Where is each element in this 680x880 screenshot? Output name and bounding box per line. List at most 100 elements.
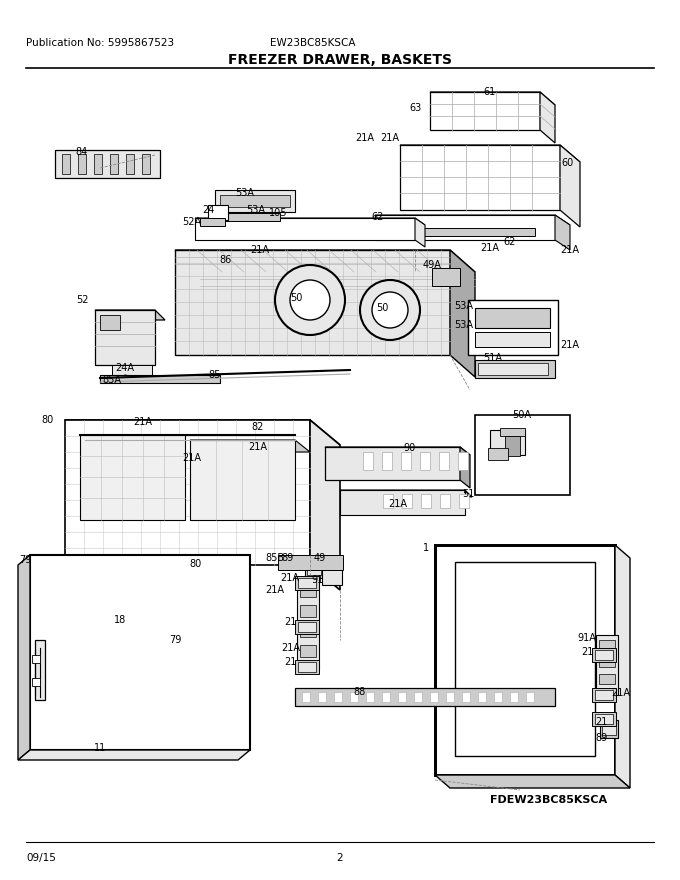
Polygon shape — [175, 250, 450, 355]
Bar — [318, 692, 326, 702]
Bar — [32, 678, 40, 686]
Bar — [324, 560, 340, 570]
Bar — [220, 213, 280, 221]
Bar — [488, 448, 508, 460]
Text: 21A: 21A — [356, 133, 375, 143]
Text: 52: 52 — [75, 295, 88, 305]
Text: 21: 21 — [595, 717, 607, 727]
Bar — [298, 662, 316, 672]
Text: 21A: 21A — [282, 643, 301, 653]
Text: 21A: 21A — [560, 340, 579, 350]
Text: 53A: 53A — [246, 205, 265, 215]
Bar — [112, 365, 152, 380]
Text: 91: 91 — [312, 575, 324, 585]
Text: 21A: 21A — [182, 453, 201, 463]
Text: 21A: 21A — [481, 243, 500, 253]
Text: 1: 1 — [423, 543, 429, 553]
Bar — [220, 195, 290, 207]
Polygon shape — [560, 145, 580, 227]
Polygon shape — [80, 435, 185, 520]
Bar — [297, 580, 319, 670]
Bar — [295, 620, 319, 634]
Bar — [142, 154, 150, 174]
Text: 24A: 24A — [116, 363, 135, 373]
Bar — [526, 692, 534, 702]
Bar — [30, 555, 250, 750]
Polygon shape — [450, 250, 475, 377]
Bar — [595, 650, 613, 660]
Bar — [430, 692, 438, 702]
Bar — [302, 692, 310, 702]
Bar — [307, 563, 321, 575]
Bar — [55, 150, 160, 178]
Bar — [215, 190, 295, 212]
Text: 2: 2 — [337, 853, 343, 863]
Bar — [78, 154, 86, 174]
Bar — [126, 154, 134, 174]
Bar — [455, 562, 595, 756]
Text: Publication No: 5995867523: Publication No: 5995867523 — [26, 38, 174, 48]
Text: 21A: 21A — [248, 442, 267, 452]
Bar — [505, 436, 520, 456]
Bar — [475, 308, 550, 328]
Polygon shape — [435, 775, 630, 788]
Bar — [439, 452, 449, 470]
Bar — [446, 692, 454, 702]
Polygon shape — [195, 218, 415, 240]
Text: 79: 79 — [19, 555, 31, 565]
Bar — [295, 688, 555, 706]
Text: 09/15: 09/15 — [26, 853, 56, 863]
Bar — [592, 648, 616, 662]
Polygon shape — [65, 420, 340, 445]
Bar — [334, 692, 342, 702]
Text: 21A: 21A — [265, 585, 284, 595]
Bar — [414, 692, 422, 702]
Text: 50: 50 — [376, 303, 388, 313]
Bar — [421, 494, 431, 508]
Bar — [599, 674, 615, 684]
Bar — [298, 622, 316, 632]
Text: 85B: 85B — [265, 553, 284, 563]
Bar — [295, 660, 319, 674]
Bar — [363, 452, 373, 470]
Text: 60: 60 — [562, 158, 574, 168]
Text: EW23BC85KSCA: EW23BC85KSCA — [270, 38, 356, 48]
Polygon shape — [65, 420, 310, 565]
Bar — [32, 655, 40, 663]
Text: 51: 51 — [462, 489, 474, 499]
Circle shape — [360, 280, 420, 340]
Polygon shape — [375, 215, 570, 225]
Text: 18: 18 — [114, 615, 126, 625]
Text: 21A: 21A — [381, 133, 400, 143]
Text: 86: 86 — [219, 255, 231, 265]
Text: 53A: 53A — [235, 188, 254, 198]
Bar — [300, 625, 316, 637]
Text: 52A: 52A — [182, 217, 201, 227]
Bar — [100, 315, 120, 330]
Polygon shape — [430, 92, 555, 105]
Bar — [595, 714, 613, 724]
Text: 79: 79 — [169, 635, 181, 645]
Text: 61: 61 — [484, 87, 496, 97]
Text: 80: 80 — [42, 415, 54, 425]
Bar — [200, 218, 225, 226]
Bar — [510, 692, 518, 702]
Bar — [599, 657, 615, 667]
Bar — [602, 723, 616, 735]
Bar — [300, 605, 316, 617]
Bar — [278, 555, 343, 570]
Polygon shape — [460, 447, 470, 488]
Text: 21: 21 — [284, 617, 296, 627]
Text: 90: 90 — [404, 443, 416, 453]
Polygon shape — [190, 440, 310, 452]
Polygon shape — [540, 92, 555, 143]
Bar — [596, 635, 618, 695]
Bar — [478, 692, 486, 702]
Polygon shape — [400, 145, 560, 210]
Text: 21: 21 — [284, 657, 296, 667]
Text: FDEW23BC85KSCA: FDEW23BC85KSCA — [490, 795, 607, 805]
Text: 21A: 21A — [611, 688, 630, 698]
Polygon shape — [340, 490, 472, 497]
Polygon shape — [430, 92, 540, 130]
Circle shape — [290, 280, 330, 320]
